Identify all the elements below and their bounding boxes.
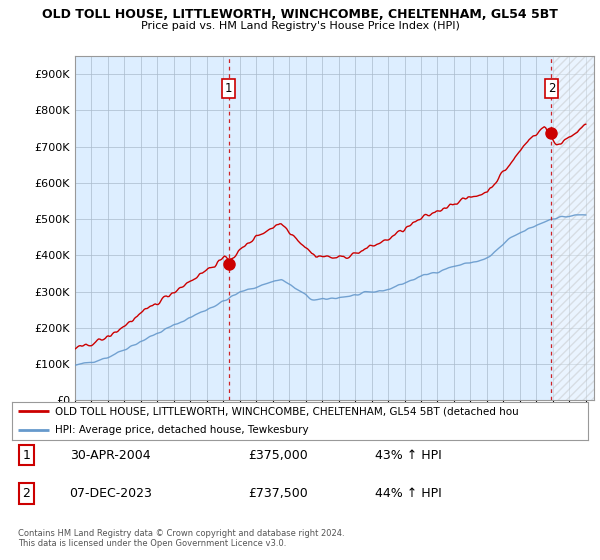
Text: 30-APR-2004: 30-APR-2004: [70, 449, 150, 462]
Text: 43% ↑ HPI: 43% ↑ HPI: [375, 449, 442, 462]
Text: 07-DEC-2023: 07-DEC-2023: [70, 487, 152, 500]
Text: 2: 2: [548, 82, 555, 95]
Text: 1: 1: [225, 82, 232, 95]
Text: 2: 2: [22, 487, 31, 500]
Text: 1: 1: [22, 449, 31, 462]
Text: Price paid vs. HM Land Registry's House Price Index (HPI): Price paid vs. HM Land Registry's House …: [140, 21, 460, 31]
Text: OLD TOLL HOUSE, LITTLEWORTH, WINCHCOMBE, CHELTENHAM, GL54 5BT: OLD TOLL HOUSE, LITTLEWORTH, WINCHCOMBE,…: [42, 8, 558, 21]
Text: OLD TOLL HOUSE, LITTLEWORTH, WINCHCOMBE, CHELTENHAM, GL54 5BT (detached hou: OLD TOLL HOUSE, LITTLEWORTH, WINCHCOMBE,…: [55, 406, 519, 416]
Text: Contains HM Land Registry data © Crown copyright and database right 2024.: Contains HM Land Registry data © Crown c…: [18, 529, 344, 538]
Text: £737,500: £737,500: [248, 487, 308, 500]
Text: 44% ↑ HPI: 44% ↑ HPI: [375, 487, 442, 500]
Text: HPI: Average price, detached house, Tewkesbury: HPI: Average price, detached house, Tewk…: [55, 425, 309, 435]
Text: £375,000: £375,000: [248, 449, 308, 462]
Bar: [553, 56, 594, 400]
Text: This data is licensed under the Open Government Licence v3.0.: This data is licensed under the Open Gov…: [18, 539, 286, 548]
